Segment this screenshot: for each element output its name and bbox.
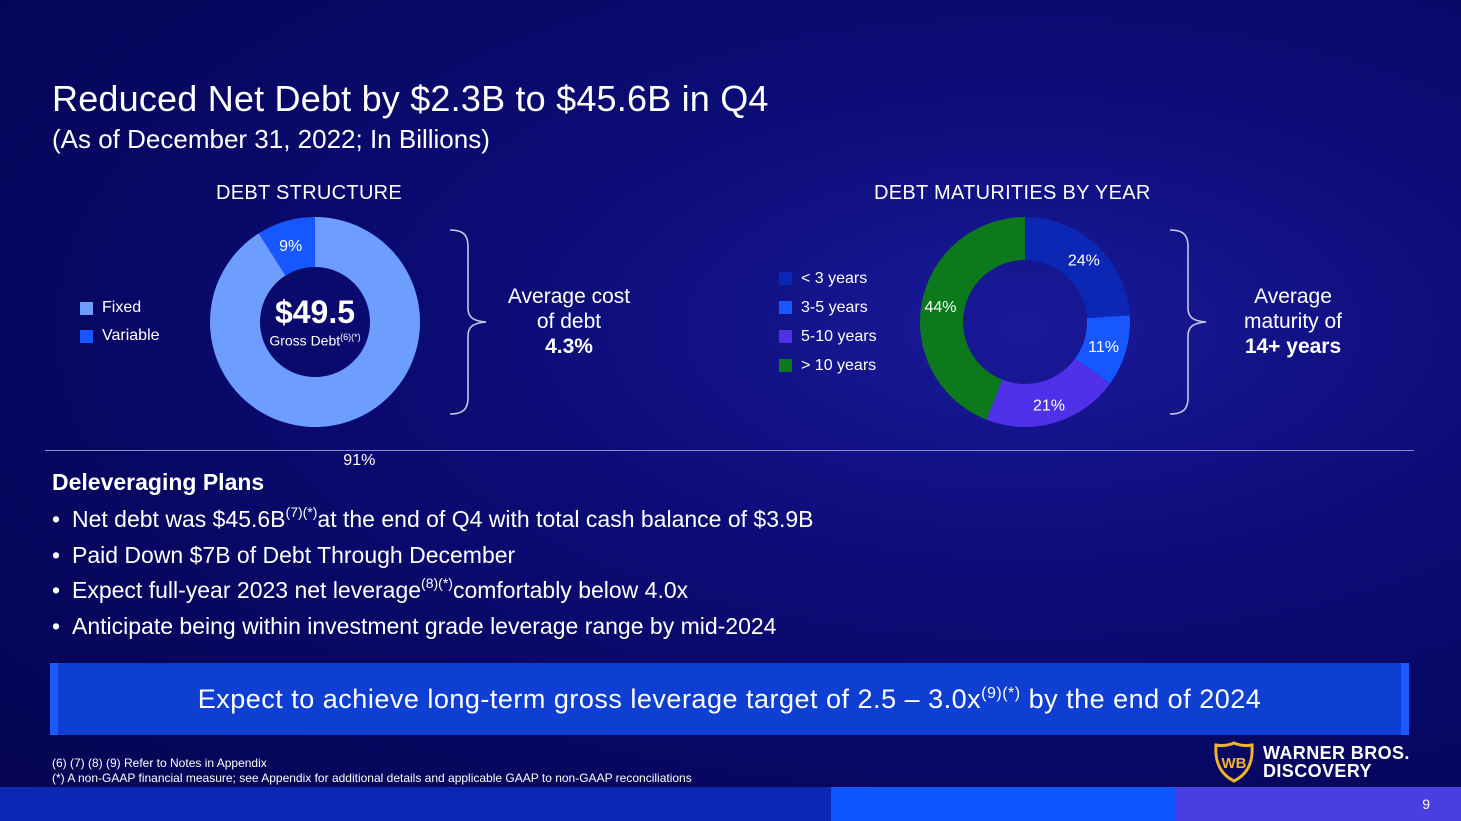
- warner-bros-discovery-logo: WB WARNER BROS. DISCOVERY: [1213, 741, 1410, 783]
- debt-maturities-data-label-3: 21%: [1033, 398, 1065, 415]
- debt-maturities-data-label-4: 44%: [925, 299, 957, 316]
- bullet-footnote-ref: (7)(*): [285, 503, 318, 520]
- debt-maturities-donut-chart: 24% 11% 21% 44%: [920, 217, 1130, 427]
- bullet-text-cont: comfortably below 4.0x: [452, 577, 689, 604]
- deleveraging-heading: Deleveraging Plans: [52, 469, 265, 495]
- debt-maturities-legend: < 3 years 3-5 years 5-10 years > 10 year…: [779, 264, 877, 380]
- debt-structure-legend: Fixed Variable: [80, 294, 160, 350]
- footnote-non-gaap: (*) A non-GAAP financial measure; see Ap…: [52, 771, 692, 785]
- legend-label-over-10-years: > 10 years: [801, 356, 877, 374]
- footnote-notes: (6) (7) (8) (9) Refer to Notes in Append…: [52, 756, 267, 770]
- debt-structure-data-label-1: 91%: [343, 452, 375, 469]
- average-cost-value: 4.3%: [545, 335, 593, 358]
- legend-label-fixed: Fixed: [102, 299, 142, 316]
- legend-label-under-3-years: < 3 years: [801, 269, 868, 287]
- wb-emblem-letters: WB: [1222, 755, 1247, 772]
- legend-swatch-fixed: [80, 301, 93, 315]
- logo-line1: WARNER BROS.: [1263, 743, 1410, 763]
- list-item: • Net debt was $45.6B (7)(*) at the end of…: [52, 502, 814, 538]
- bottom-bar-segment-1: [0, 787, 831, 821]
- debt-maturities-slice-1: [1025, 217, 1130, 319]
- leverage-target-banner: Expect to achieve long-term gross levera…: [50, 663, 1409, 735]
- slide-title: Reduced Net Debt by $2.3B to $45.6B in Q…: [52, 78, 769, 119]
- legend-swatch-variable: [80, 329, 93, 343]
- legend-item-under-3-years: < 3 years: [779, 264, 877, 293]
- average-cost-callout: Average cost of debt 4.3%: [488, 284, 650, 359]
- legend-swatch-5-10-years: [779, 330, 792, 343]
- list-item: • Expect full-year 2023 net leverage (8)(*…: [52, 573, 814, 609]
- gross-debt-footnote-ref: (6)(*): [340, 332, 361, 342]
- banner-text-main: Expect to achieve long-term gross levera…: [197, 683, 982, 714]
- legend-label-5-10-years: 5-10 years: [801, 327, 877, 345]
- banner-text-end: by the end of 2024: [1020, 683, 1262, 714]
- bullet-footnote-ref: (8)(*): [421, 574, 453, 591]
- bullet-icon: •: [52, 506, 61, 533]
- bullet-text-cont: at the end of Q4 with total cash balance…: [317, 506, 814, 533]
- left-brace-icon: [449, 229, 487, 415]
- banner-footnote-ref: (9)(*): [981, 684, 1021, 702]
- page-number: 9: [1422, 796, 1430, 812]
- average-cost-line2: of debt: [536, 310, 602, 333]
- average-maturity-line1: Average: [1254, 285, 1332, 308]
- debt-maturities-slice-3: [986, 358, 1110, 427]
- gross-debt-label-text: Gross Debt: [269, 332, 341, 349]
- list-item: • Anticipate being within investment grad…: [52, 609, 814, 645]
- legend-item-5-10-years: 5-10 years: [779, 322, 877, 351]
- gross-debt-label: Gross Debt(6)(*): [210, 332, 420, 349]
- list-item: • Paid Down $7B of Debt Through December: [52, 538, 814, 574]
- slide-subtitle: (As of December 31, 2022; In Billions): [52, 124, 490, 154]
- bullet-icon: •: [52, 612, 61, 639]
- debt-maturities-slice-4: [920, 217, 1025, 420]
- right-brace-icon: [1169, 229, 1207, 415]
- debt-structure-donut-chart: 91% 9%: [209, 217, 420, 469]
- bottom-bar-segment-3: 9: [1175, 787, 1461, 821]
- banner-text: Expect to achieve long-term gross levera…: [198, 684, 1262, 715]
- bullet-text: Paid Down $7B of Debt Through December: [72, 541, 516, 568]
- bullet-text: Net debt was $45.6B: [72, 506, 286, 533]
- average-cost-line1: Average cost: [507, 285, 631, 308]
- debt-structure-heading: DEBT STRUCTURE: [216, 182, 403, 204]
- wb-shield-icon: WB: [1214, 741, 1254, 783]
- bullet-icon: •: [52, 577, 61, 604]
- debt-structure-data-label-2: 9%: [279, 238, 302, 255]
- debt-structure-slice-1: [209, 217, 420, 427]
- legend-label-variable: Variable: [102, 327, 160, 344]
- debt-structure-slice-2: [258, 217, 315, 276]
- average-maturity-callout: Average maturity of 14+ years: [1208, 284, 1378, 359]
- gross-debt-value: $49.5: [274, 294, 356, 330]
- logo-line2: DISCOVERY: [1263, 761, 1372, 781]
- legend-label-3-5-years: 3-5 years: [801, 298, 868, 316]
- legend-item-3-5-years: 3-5 years: [779, 293, 877, 322]
- bottom-color-bar: 9: [0, 787, 1461, 821]
- deleveraging-list: • Net debt was $45.6B (7)(*) at the end of…: [52, 502, 814, 644]
- debt-maturities-heading: DEBT MATURITIES BY YEAR: [874, 182, 1151, 204]
- bullet-icon: •: [52, 541, 61, 568]
- bottom-bar-segment-2: [831, 787, 1175, 821]
- bullet-text: Expect full-year 2023 net leverage: [72, 577, 422, 604]
- logo-wordmark: WARNER BROS. DISCOVERY: [1263, 744, 1410, 780]
- section-divider: [45, 450, 1414, 451]
- legend-item-over-10-years: > 10 years: [779, 351, 877, 380]
- legend-swatch-over-10-years: [779, 359, 792, 372]
- legend-swatch-under-3-years: [779, 272, 792, 285]
- debt-maturities-data-label-1: 24%: [1068, 252, 1100, 269]
- legend-swatch-3-5-years: [779, 301, 792, 314]
- debt-maturities-data-label-2: 11%: [1088, 339, 1119, 356]
- average-maturity-value: 14+ years: [1244, 335, 1342, 358]
- legend-item-fixed: Fixed: [80, 294, 160, 322]
- debt-maturities-slice-2: [1075, 315, 1130, 384]
- bullet-text: Anticipate being within investment grade…: [72, 612, 777, 639]
- average-maturity-line2: maturity of: [1243, 310, 1343, 333]
- legend-item-variable: Variable: [80, 322, 160, 350]
